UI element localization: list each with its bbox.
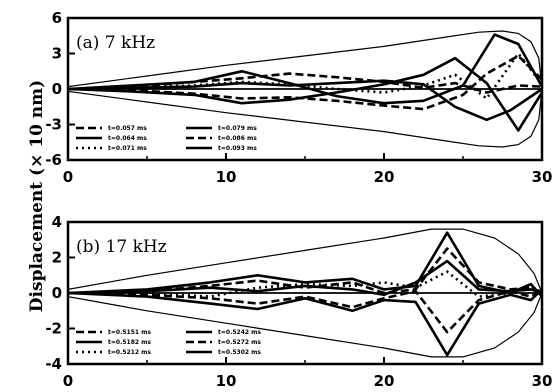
legend-label-a-1: t=0.057 ms xyxy=(108,125,147,132)
legend-label-a-3: t=0.071 ms xyxy=(108,145,147,152)
panel-label-b: (b) 17 kHz xyxy=(76,237,167,257)
series-line-a-6 xyxy=(67,52,544,100)
y-tick-label-a: -6 xyxy=(45,151,62,169)
y-tick-label-a: 3 xyxy=(52,45,62,63)
x-tick-label-a: 20 xyxy=(374,168,395,186)
y-tick-label-a: 6 xyxy=(52,9,62,27)
legend-label-a-5: t=0.086 ms xyxy=(218,135,257,142)
envelope-curve-a xyxy=(67,30,543,148)
series-line-b-5 xyxy=(67,247,543,295)
legend-label-b-4: t=0.5242 ms xyxy=(218,329,261,336)
y-tick-label-b: 4 xyxy=(52,213,62,231)
x-tick-label-b: 0 xyxy=(63,372,73,390)
panel-a-7khz: 0 10 20 30 -6 -3 0 3 6 (a) 7 kHz t=0.057 ms t=0.064… xyxy=(45,9,552,186)
legend-label-a-4: t=0.079 ms xyxy=(218,125,257,132)
x-tick-label-b: 30 xyxy=(532,372,553,390)
x-tick-label-a: 30 xyxy=(532,168,553,186)
legend-label-b-6: t=0.5302 ms xyxy=(218,349,261,356)
y-tick-label-b: 2 xyxy=(52,249,62,267)
x-tick-label-b: 10 xyxy=(216,372,237,390)
series-line-a-1 xyxy=(67,33,544,105)
legend-label-b-1: t=0.5151 ms xyxy=(108,329,151,336)
legend-label-a-2: t=0.064 ms xyxy=(108,135,147,142)
x-tick-label-a: 0 xyxy=(63,168,73,186)
legend-label-b-3: t=0.5212 ms xyxy=(108,349,151,356)
y-tick-label-b: -4 xyxy=(45,355,62,373)
panel-label-a: (a) 7 kHz xyxy=(76,33,155,53)
series-line-a-4 xyxy=(67,54,543,111)
series-line-b-6 xyxy=(68,270,543,298)
y-tick-label-a: -3 xyxy=(45,116,62,134)
envelope-curve-b xyxy=(67,228,543,358)
series-line-b-4 xyxy=(67,289,543,334)
series-line-a-2 xyxy=(67,56,544,132)
y-axis-label: Displacement (× 10 nm) xyxy=(27,80,47,312)
y-tick-label-b: -2 xyxy=(45,320,62,338)
x-tick-label-b: 20 xyxy=(374,372,395,390)
legend-label-b-2: t=0.5182 ms xyxy=(108,339,151,346)
series-line-b-2 xyxy=(67,288,543,357)
legend-label-a-6: t=0.093 ms xyxy=(218,145,257,152)
y-tick-label-a: 0 xyxy=(52,80,62,98)
legend-label-b-5: t=0.5272 ms xyxy=(218,339,261,346)
panel-b-17khz: 0 10 20 30 -4 -2 0 2 4 (b) 17 kHz t=0.5151 ms t=0.5… xyxy=(45,213,552,390)
y-tick-label-b: 0 xyxy=(52,284,62,302)
x-tick-label-a: 10 xyxy=(216,168,237,186)
